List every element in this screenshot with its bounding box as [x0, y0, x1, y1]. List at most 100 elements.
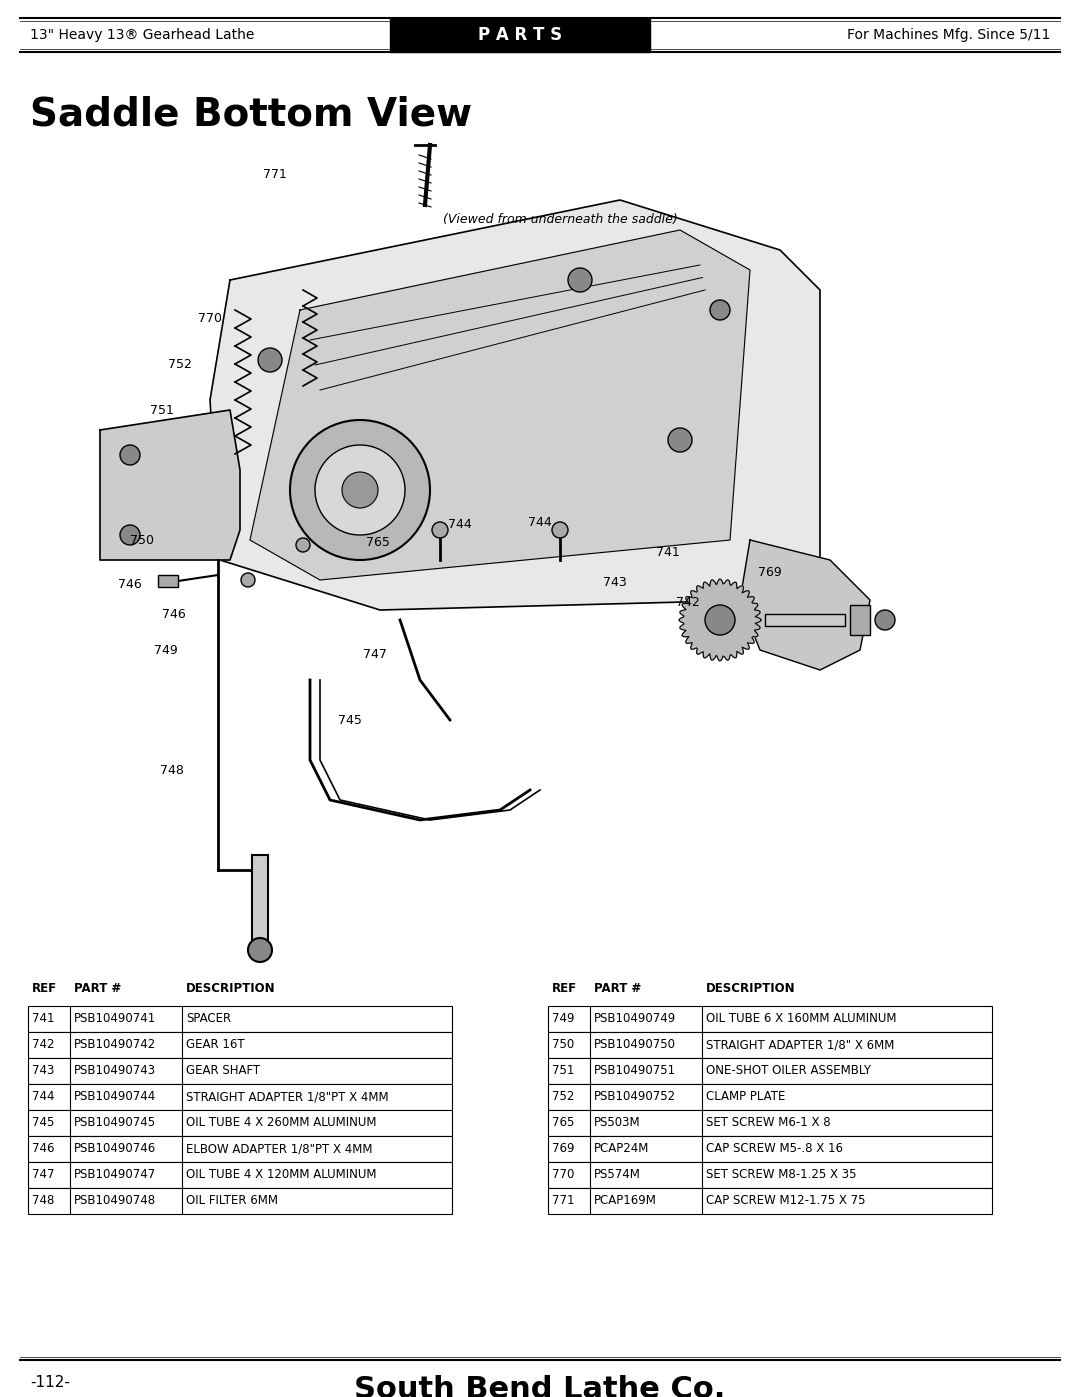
Text: 748: 748: [160, 764, 184, 777]
Text: OIL TUBE 4 X 120MM ALUMINUM: OIL TUBE 4 X 120MM ALUMINUM: [186, 1168, 377, 1182]
Text: CAP SCREW M12-1.75 X 75: CAP SCREW M12-1.75 X 75: [706, 1194, 865, 1207]
Text: 746: 746: [32, 1143, 54, 1155]
Circle shape: [342, 472, 378, 509]
Text: 752: 752: [168, 359, 192, 372]
Bar: [390, 18, 650, 52]
Text: PCAP169M: PCAP169M: [594, 1194, 657, 1207]
Text: 744: 744: [528, 515, 552, 528]
Polygon shape: [740, 541, 870, 671]
Circle shape: [248, 937, 272, 963]
Text: 741: 741: [657, 545, 680, 559]
Text: PSB10490749: PSB10490749: [594, 1013, 676, 1025]
Text: 752: 752: [552, 1091, 575, 1104]
Text: PSB10490750: PSB10490750: [594, 1038, 676, 1052]
Text: PS503M: PS503M: [594, 1116, 640, 1130]
Bar: [28, 1136, 453, 1162]
Bar: [548, 1136, 993, 1162]
Text: 746: 746: [162, 609, 186, 622]
Text: PSB10490743: PSB10490743: [75, 1065, 157, 1077]
Text: 748: 748: [32, 1194, 54, 1207]
Text: South Bend Lathe Co.: South Bend Lathe Co.: [354, 1375, 726, 1397]
Text: PSB10490744: PSB10490744: [75, 1091, 157, 1104]
Polygon shape: [249, 231, 750, 580]
Text: PSB10490748: PSB10490748: [75, 1194, 157, 1207]
Bar: [548, 1111, 993, 1136]
Polygon shape: [210, 200, 820, 610]
Text: PSB10490742: PSB10490742: [75, 1038, 157, 1052]
Text: SPACER: SPACER: [186, 1013, 231, 1025]
Text: 744: 744: [448, 518, 472, 531]
Text: PSB10490752: PSB10490752: [594, 1091, 676, 1104]
Text: OIL TUBE 4 X 260MM ALUMINUM: OIL TUBE 4 X 260MM ALUMINUM: [186, 1116, 377, 1130]
Circle shape: [710, 300, 730, 320]
Circle shape: [291, 420, 430, 560]
Text: CLAMP PLATE: CLAMP PLATE: [706, 1091, 785, 1104]
Text: 741: 741: [32, 1013, 54, 1025]
Text: Saddle Bottom View: Saddle Bottom View: [30, 95, 472, 133]
Text: OIL TUBE 6 X 160MM ALUMINUM: OIL TUBE 6 X 160MM ALUMINUM: [706, 1013, 896, 1025]
Text: 744: 744: [32, 1091, 54, 1104]
Text: 749: 749: [154, 644, 178, 657]
Circle shape: [258, 348, 282, 372]
Text: PSB10490745: PSB10490745: [75, 1116, 157, 1130]
Text: 742: 742: [32, 1038, 54, 1052]
Text: CAP SCREW M5-.8 X 16: CAP SCREW M5-.8 X 16: [706, 1143, 843, 1155]
Bar: [548, 1187, 993, 1214]
Bar: [28, 1006, 453, 1032]
Circle shape: [120, 525, 140, 545]
Text: 743: 743: [603, 576, 626, 588]
Text: 750: 750: [130, 534, 154, 546]
Text: 765: 765: [366, 535, 390, 549]
Text: 13" Heavy 13® Gearhead Lathe: 13" Heavy 13® Gearhead Lathe: [30, 28, 255, 42]
Bar: [548, 1058, 993, 1084]
Text: 769: 769: [552, 1143, 575, 1155]
Text: 751: 751: [552, 1065, 575, 1077]
Text: 742: 742: [676, 595, 700, 609]
Text: DESCRIPTION: DESCRIPTION: [706, 982, 796, 995]
Text: PSB10490746: PSB10490746: [75, 1143, 157, 1155]
Text: PCAP24M: PCAP24M: [594, 1143, 649, 1155]
FancyArrow shape: [765, 615, 845, 626]
Text: P A R T S: P A R T S: [478, 27, 562, 43]
Bar: [252, 855, 268, 944]
Text: ONE-SHOT OILER ASSEMBLY: ONE-SHOT OILER ASSEMBLY: [706, 1065, 870, 1077]
Bar: [548, 1084, 993, 1111]
Circle shape: [241, 573, 255, 587]
Text: REF: REF: [32, 982, 57, 995]
Text: GEAR SHAFT: GEAR SHAFT: [186, 1065, 260, 1077]
Text: 770: 770: [198, 312, 222, 324]
Bar: [548, 1162, 993, 1187]
Circle shape: [120, 446, 140, 465]
Text: SET SCREW M6-1 X 8: SET SCREW M6-1 X 8: [706, 1116, 831, 1130]
Text: STRAIGHT ADAPTER 1/8"PT X 4MM: STRAIGHT ADAPTER 1/8"PT X 4MM: [186, 1091, 389, 1104]
Text: 770: 770: [552, 1168, 575, 1182]
Polygon shape: [679, 578, 761, 661]
Text: STRAIGHT ADAPTER 1/8" X 6MM: STRAIGHT ADAPTER 1/8" X 6MM: [706, 1038, 894, 1052]
Text: PSB10490747: PSB10490747: [75, 1168, 157, 1182]
Text: 750: 750: [552, 1038, 575, 1052]
Text: PART #: PART #: [594, 982, 642, 995]
Bar: [850, 605, 870, 636]
Bar: [548, 1032, 993, 1058]
Bar: [28, 1111, 453, 1136]
Bar: [28, 1058, 453, 1084]
Text: PS574M: PS574M: [594, 1168, 640, 1182]
Circle shape: [552, 522, 568, 538]
Text: 751: 751: [150, 404, 174, 416]
Text: OIL FILTER 6MM: OIL FILTER 6MM: [186, 1194, 278, 1207]
Circle shape: [568, 268, 592, 292]
Bar: [28, 1032, 453, 1058]
Bar: [28, 1162, 453, 1187]
Text: GEAR 16T: GEAR 16T: [186, 1038, 245, 1052]
Text: 746: 746: [118, 578, 141, 591]
Text: ELBOW ADAPTER 1/8"PT X 4MM: ELBOW ADAPTER 1/8"PT X 4MM: [186, 1143, 373, 1155]
Text: 765: 765: [552, 1116, 575, 1130]
Circle shape: [705, 605, 735, 636]
Circle shape: [296, 538, 310, 552]
Bar: [28, 1187, 453, 1214]
Polygon shape: [100, 409, 240, 560]
Text: (Viewed from underneath the saddle): (Viewed from underneath the saddle): [443, 214, 677, 226]
Circle shape: [315, 446, 405, 535]
Text: For Machines Mfg. Since 5/11: For Machines Mfg. Since 5/11: [847, 28, 1050, 42]
Text: 771: 771: [552, 1194, 575, 1207]
